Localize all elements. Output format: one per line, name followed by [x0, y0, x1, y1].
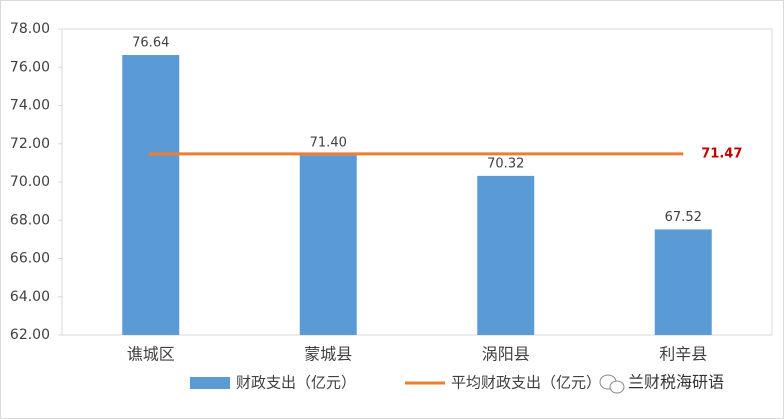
watermark: 兰财税海研语	[628, 373, 724, 392]
y-tick-label: 62.00	[10, 327, 50, 343]
bar	[477, 175, 535, 335]
data-label: 76.64	[132, 36, 169, 51]
legend-label: 平均财政支出（亿元）	[451, 374, 601, 392]
y-tick-label: 70.00	[10, 174, 50, 190]
y-tick-label: 68.00	[10, 212, 50, 228]
bar	[654, 229, 712, 335]
y-tick-label: 66.00	[10, 251, 50, 267]
watermark-icon	[599, 374, 625, 394]
data-label: 67.52	[665, 210, 702, 225]
y-tick-label: 64.00	[10, 289, 50, 305]
bar	[299, 155, 357, 335]
data-label: 71.40	[310, 136, 347, 151]
x-tick-label: 蒙城县	[304, 345, 352, 364]
legend-label: 财政支出（亿元）	[236, 374, 356, 392]
bar	[122, 55, 180, 335]
x-tick-label: 涡阳县	[482, 345, 530, 364]
y-tick-label: 74.00	[10, 98, 50, 114]
data-label: 70.32	[487, 156, 524, 171]
y-tick-label: 78.00	[10, 21, 50, 37]
x-tick-label: 利辛县	[659, 345, 707, 364]
average-label: 71.47	[701, 146, 742, 161]
x-tick-label: 谯城区	[127, 345, 175, 364]
y-tick-label: 72.00	[10, 136, 50, 152]
legend-swatch	[190, 377, 230, 389]
y-tick-label: 76.00	[10, 59, 50, 75]
